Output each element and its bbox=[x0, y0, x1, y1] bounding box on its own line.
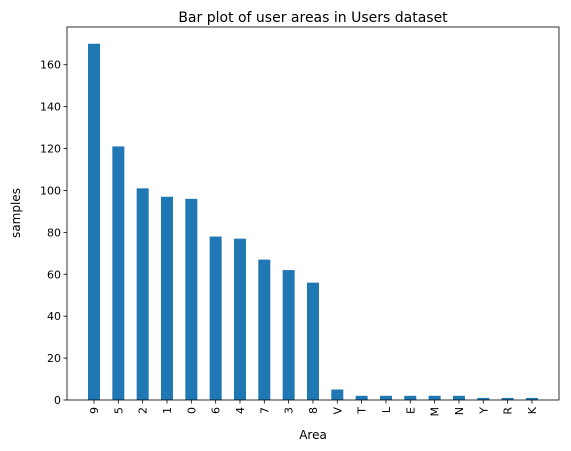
bar-L bbox=[379, 395, 392, 400]
x-tick-label: 7 bbox=[258, 407, 271, 414]
x-tick-label: 1 bbox=[161, 407, 174, 414]
y-tick-label: 80 bbox=[47, 226, 61, 239]
y-axis-label: samples bbox=[9, 188, 23, 238]
x-tick-label: 6 bbox=[210, 407, 223, 414]
bar-7 bbox=[258, 259, 271, 400]
x-tick-label: Y bbox=[477, 407, 490, 415]
bar-4 bbox=[233, 238, 246, 400]
x-tick-label: 4 bbox=[234, 407, 247, 414]
y-tick-label: 120 bbox=[40, 143, 61, 156]
bar-N bbox=[452, 395, 465, 400]
y-axis: 0 20 40 60 80 100 120 140 160 bbox=[40, 59, 67, 407]
y-tick-label: 20 bbox=[47, 352, 61, 365]
chart-title: Bar plot of user areas in Users dataset bbox=[178, 10, 448, 26]
x-tick-label: 0 bbox=[185, 407, 198, 414]
y-tick-label: 40 bbox=[47, 310, 61, 323]
x-tick-label: 9 bbox=[88, 407, 101, 414]
x-tick-label: 8 bbox=[307, 407, 320, 414]
y-tick-label: 0 bbox=[54, 394, 61, 407]
y-tick-label: 100 bbox=[40, 184, 61, 197]
x-tick-label: M bbox=[429, 407, 442, 417]
x-tick-label: 3 bbox=[283, 407, 296, 414]
plot-frame bbox=[66, 26, 560, 401]
x-tick-label: V bbox=[331, 407, 344, 415]
bar-V bbox=[331, 389, 344, 400]
x-tick-label: T bbox=[356, 407, 369, 415]
y-tick-label: 60 bbox=[47, 268, 61, 281]
y-tick-label: 160 bbox=[40, 59, 61, 72]
bar-5 bbox=[112, 146, 125, 400]
x-tick-label: K bbox=[526, 406, 539, 414]
bar-M bbox=[428, 395, 441, 400]
bar-2 bbox=[136, 188, 149, 400]
x-tick-label: R bbox=[502, 407, 515, 415]
bar-E bbox=[404, 395, 417, 400]
x-tick-label: L bbox=[380, 406, 393, 413]
bar-0 bbox=[185, 198, 198, 400]
bar-3 bbox=[282, 270, 295, 400]
bar-8 bbox=[306, 282, 319, 400]
bar-6 bbox=[209, 236, 222, 400]
bar-Y bbox=[477, 397, 490, 400]
x-tick-label: 5 bbox=[112, 407, 125, 414]
x-tick-label: N bbox=[453, 407, 466, 415]
x-axis: 9 5 2 1 0 6 4 7 3 8 V T L E M N Y R K bbox=[88, 400, 539, 417]
bar-T bbox=[355, 395, 368, 400]
bar-1 bbox=[160, 196, 173, 400]
bar-R bbox=[501, 397, 514, 400]
bar-9 bbox=[88, 43, 100, 400]
bars-group bbox=[88, 43, 538, 400]
y-tick-label: 140 bbox=[40, 101, 61, 114]
x-tick-label: E bbox=[404, 407, 417, 414]
x-tick-label: 2 bbox=[137, 407, 150, 414]
x-axis-label: Area bbox=[299, 428, 327, 442]
bar-K bbox=[525, 397, 538, 400]
